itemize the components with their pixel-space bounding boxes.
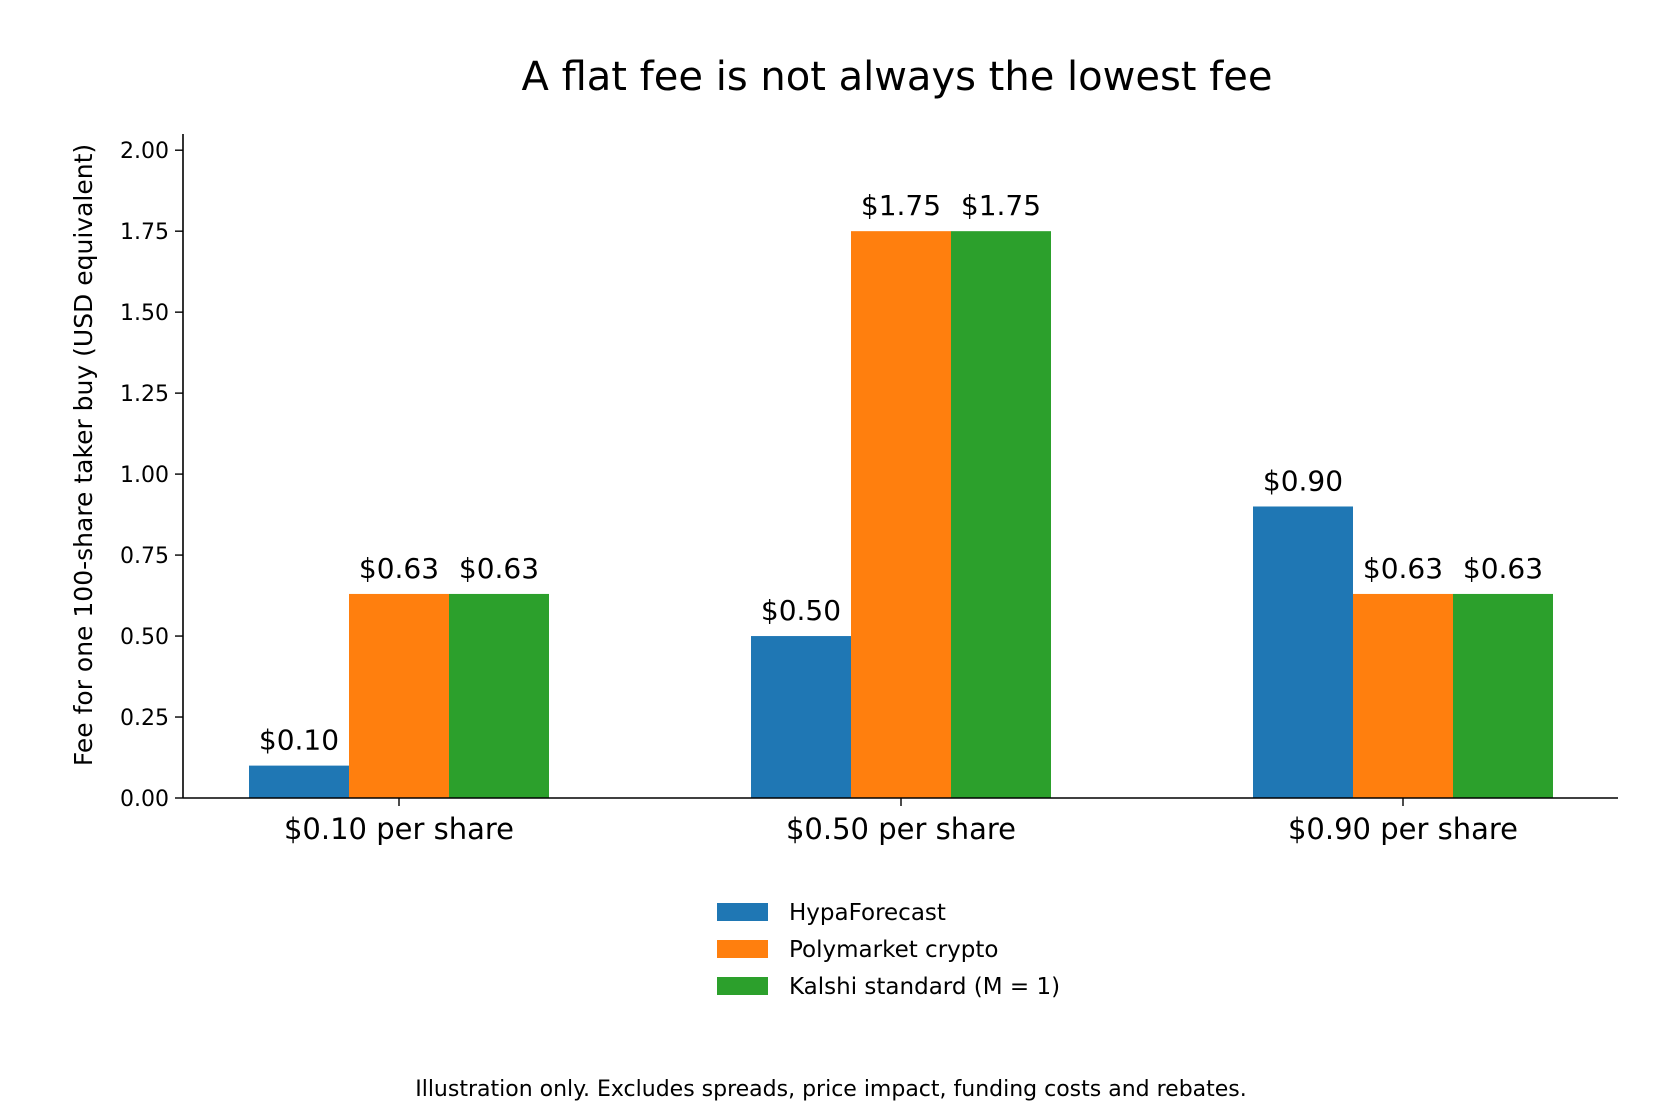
legend-label-2: Polymarket crypto [789, 937, 998, 963]
legend-label-1: HypaForecast [789, 900, 946, 926]
bar-1-2 [751, 636, 851, 798]
bar-1-3 [1253, 506, 1353, 798]
bar-3-1 [449, 593, 549, 798]
legend-swatch-3 [717, 977, 768, 995]
data-label-1-1: $0.10 [259, 724, 339, 757]
chart-title: A flat fee is not always the lowest fee [522, 54, 1273, 100]
legend-label-3: Kalshi standard (M = 1) [789, 974, 1060, 1000]
x-tick-label-2: $0.50 per share [786, 812, 1016, 846]
y-tick-label-2: 0.25 [120, 706, 169, 731]
data-label-3-3: $0.63 [1463, 552, 1543, 585]
data-label-3-1: $0.63 [459, 552, 539, 585]
bar-3-3 [1453, 593, 1553, 798]
data-label-1-2: $0.50 [761, 594, 841, 627]
y-axis-label: Fee for one 100-share taker buy (USD equ… [69, 144, 98, 766]
y-tick-label-7: 1.50 [120, 301, 169, 326]
data-label-1-3: $0.90 [1263, 464, 1343, 497]
bar-1-1 [249, 765, 349, 798]
bar-2-3 [1353, 593, 1453, 798]
x-tick-label-1: $0.10 per share [284, 812, 514, 846]
y-tick-label-9: 2.00 [120, 139, 169, 164]
data-label-2-2: $1.75 [861, 189, 941, 222]
y-tick-label-8: 1.75 [120, 220, 169, 245]
data-label-2-3: $0.63 [1363, 552, 1443, 585]
x-tick-label-3: $0.90 per share [1288, 812, 1518, 846]
legend-swatch-1 [717, 903, 768, 921]
y-tick-label-3: 0.50 [120, 625, 169, 650]
bar-2-2 [851, 231, 951, 799]
y-tick-label-6: 1.25 [120, 382, 169, 407]
plot-area: $0.10 $0.50 $0.90 $0.63 $1.75 $0.63 $0.63 $1.75… [120, 134, 1618, 846]
footnote: Illustration only. Excludes spreads, pri… [415, 1077, 1247, 1102]
y-tick-label-5: 1.00 [120, 463, 169, 488]
bar-2-1 [349, 593, 449, 798]
legend: HypaForecast Polymarket crypto Kalshi stan… [717, 900, 1060, 1000]
legend-swatch-2 [717, 940, 768, 958]
y-tick-label-1: 0.00 [120, 787, 169, 812]
y-tick-label-4: 0.75 [120, 544, 169, 569]
bar-3-2 [951, 231, 1051, 799]
data-label-3-2: $1.75 [961, 189, 1041, 222]
data-label-2-1: $0.63 [359, 552, 439, 585]
